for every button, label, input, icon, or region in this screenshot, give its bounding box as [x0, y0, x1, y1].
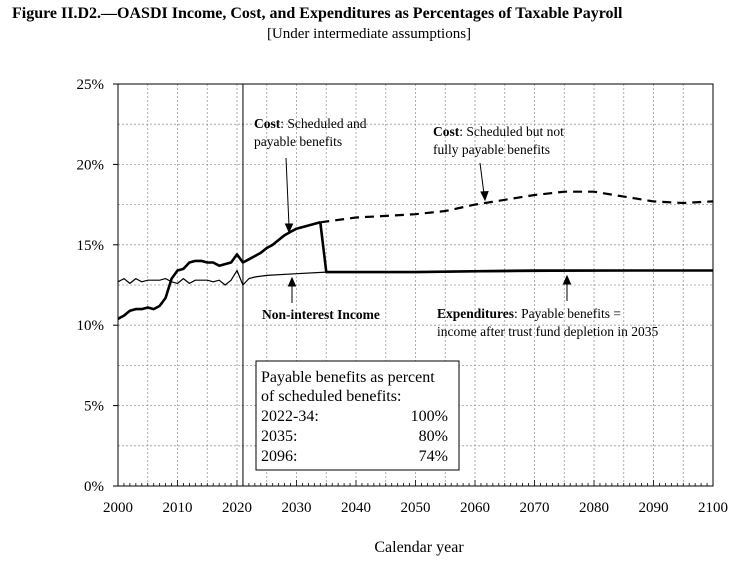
table-row-value: 74% [419, 448, 448, 465]
arrow-cost-not-fully [479, 162, 485, 195]
x-tick-label: 2060 [460, 500, 490, 516]
x-tick-label: 2020 [222, 500, 252, 516]
y-tick-label: 15% [77, 238, 105, 254]
x-axis: 2000 2010 2020 2030 2040 2050 2060 2070 2080 2090… [103, 480, 728, 516]
y-tick-label: 25% [77, 77, 105, 93]
x-tick-label: 2090 [639, 500, 669, 516]
table-header-line1: Payable benefits as percent [261, 369, 435, 386]
x-tick-label: 2010 [163, 500, 193, 516]
series-line-cost-not-payable [320, 190, 714, 224]
y-tick-label: 5% [84, 399, 104, 415]
x-tick-label: 2100 [698, 500, 728, 516]
chart-subtitle: [Under intermediate assumptions] [266, 26, 472, 42]
arrowhead-income [287, 276, 297, 287]
arrowhead-cost-not-fully [480, 190, 489, 202]
x-tick-label: 2000 [103, 500, 133, 516]
annotation-cost-scheduled-line2: payable benefits [254, 134, 342, 149]
y-tick-label: 0% [84, 479, 104, 495]
series-line-cost-historical [117, 221, 321, 320]
table-row-label: 2096: [261, 448, 297, 465]
x-tick-label: 2040 [341, 500, 371, 516]
x-tick-label: 2070 [520, 500, 550, 516]
table-row-label: 2022-34: [261, 408, 319, 425]
y-axis: 0% 5% 10% 15% 20% 25% [77, 77, 118, 495]
y-tick-label: 20% [77, 157, 105, 173]
annotation-cost-scheduled: Cost: Scheduled and [254, 116, 367, 131]
annotation-cost-not-fully: Cost: Scheduled but not [433, 124, 564, 139]
annotation-arrows [284, 157, 572, 303]
annotation-expenditures-line2: income after trust fund depletion in 203… [437, 324, 658, 339]
table-header-line2: of scheduled benefits: [261, 388, 401, 405]
x-tick-label: 2030 [282, 500, 312, 516]
payable-benefits-table: Payable benefits as percent of scheduled… [255, 360, 460, 471]
table-row-label: 2035: [261, 428, 297, 445]
x-tick-label: 2080 [579, 500, 609, 516]
x-tick-label: 2050 [401, 500, 431, 516]
chart-title: Figure II.D2.—OASDI Income, Cost, and Ex… [12, 5, 623, 22]
arrowhead-cost-scheduled [284, 223, 294, 234]
series-line-expenditures [319, 222, 713, 274]
table-row-value: 100% [411, 408, 448, 425]
table-box [255, 360, 460, 471]
series-line-non-interest-income [117, 269, 714, 286]
y-tick-label: 10% [77, 318, 105, 334]
series-group [117, 190, 714, 320]
arrow-cost-scheduled [285, 157, 290, 227]
annotation-non-interest-income: Non-interest Income [262, 307, 380, 322]
arrowhead-expenditures [562, 274, 572, 285]
table-row-value: 80% [419, 428, 448, 445]
x-axis-label: Calendar year [374, 539, 464, 556]
annotation-expenditures: Expenditures: Payable benefits = [437, 306, 621, 321]
annotation-cost-not-fully-line2: fully payable benefits [433, 142, 550, 157]
